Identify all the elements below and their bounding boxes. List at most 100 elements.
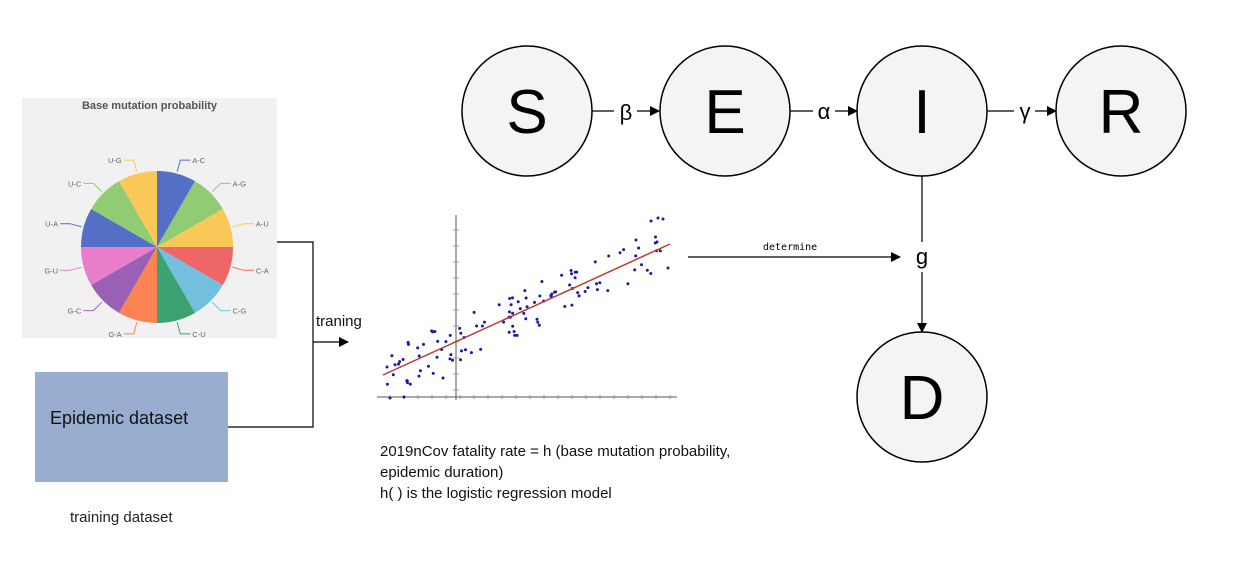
pie-leader-line (211, 182, 231, 193)
scatter-point (634, 238, 638, 242)
dataset-to-merge-connector (228, 342, 314, 428)
scatter-point (405, 379, 409, 383)
pie-leader-line (60, 266, 82, 271)
scatter-point (637, 246, 641, 250)
scatter-point (385, 382, 389, 386)
scatter-point (533, 300, 536, 304)
scatter-point (515, 333, 519, 337)
beta-label: β (620, 100, 633, 125)
scatter-point (575, 270, 579, 274)
scatter-point (441, 376, 445, 380)
scatter-point (666, 266, 670, 270)
pie-slice-label: G-C (68, 307, 82, 316)
scatter-point (483, 320, 486, 324)
pie-slice-u-c (91, 181, 157, 247)
regression-scatter-plot (377, 215, 677, 400)
scatter-point (513, 333, 517, 337)
scatter-point (511, 311, 515, 315)
scatter-point (607, 254, 611, 258)
scatter-point (568, 283, 572, 287)
scatter-point (385, 365, 389, 369)
pie-leader-line (211, 301, 231, 312)
scatter-point (479, 347, 483, 351)
pie-slice-label: U-G (108, 156, 122, 165)
scatter-point (427, 364, 430, 368)
node-i-label: I (913, 78, 930, 147)
pie-slice-label: A-G (233, 179, 247, 188)
scatter-point (449, 353, 453, 357)
training-label: traning (316, 313, 362, 330)
scatter-point (595, 282, 598, 286)
scatter-point (583, 290, 587, 293)
scatter-point (402, 395, 406, 399)
scatter-point (537, 323, 541, 327)
scatter-point (509, 303, 513, 307)
pie-slice-c-u (157, 247, 195, 323)
scatter-point (618, 251, 622, 255)
scatter-point (469, 351, 473, 355)
scatter-point (459, 358, 462, 362)
scatter-point (497, 303, 501, 307)
scatter-point (576, 291, 580, 295)
scatter-point (475, 324, 479, 328)
scatter-point (511, 324, 515, 328)
scatter-point (577, 294, 581, 298)
pie-slice-c-g (157, 247, 223, 313)
pie-to-merge-connector (277, 241, 314, 342)
scatter-point (622, 248, 626, 252)
pie-leader-line (232, 266, 254, 271)
scatter-point (658, 249, 662, 253)
scatter-point (480, 324, 484, 328)
scatter-point (508, 297, 512, 300)
scatter-point (570, 303, 574, 307)
node-s-label: S (506, 78, 547, 147)
pie-leader-line (123, 159, 138, 172)
pie-slice-a-c (157, 170, 195, 247)
training-dataset-caption: training dataset (70, 509, 173, 526)
g-label: g (916, 244, 928, 269)
pie-chart-title: Base mutation probability (81, 100, 218, 112)
node-e-label: E (704, 78, 745, 147)
pie-slice-label: C-A (256, 266, 269, 275)
pie-slice-label: C-G (233, 307, 247, 316)
scatter-point (416, 346, 420, 350)
pie-slice-label: U-C (68, 179, 82, 188)
scatter-point (563, 305, 567, 308)
scatter-point (595, 288, 599, 292)
scatter-point (573, 276, 577, 280)
scatter-point (538, 294, 542, 298)
scatter-point (458, 326, 462, 330)
formula-text: 2019nCov fatality rate = h (base mutatio… (380, 441, 800, 504)
pie-slice-label: G-A (108, 330, 121, 339)
pie-leader-line (123, 322, 138, 335)
scatter-point (512, 330, 516, 333)
scatter-point (560, 273, 564, 277)
scatter-point (391, 373, 395, 377)
pie-slice-u-a (81, 209, 157, 247)
scatter-point (408, 382, 412, 386)
scatter-point (649, 272, 653, 275)
pie-leader-line (176, 322, 191, 335)
scatter-point (535, 317, 539, 321)
node-r: R (1055, 45, 1187, 177)
scatter-point (417, 374, 421, 378)
pie-slice-g-a (119, 247, 157, 323)
pie-slice-label: G-U (44, 266, 58, 275)
scatter-point (511, 296, 514, 300)
scatter-point (459, 331, 463, 335)
scatter-point (464, 348, 467, 352)
scatter-point (553, 290, 557, 294)
scatter-point (593, 260, 597, 264)
pie-slice-label: A-C (192, 156, 206, 165)
scatter-point (524, 317, 528, 321)
scatter-point (634, 254, 638, 258)
pie-leader-line (176, 159, 191, 172)
node-d-label: D (900, 364, 945, 433)
scatter-point (448, 357, 452, 361)
scatter-point (417, 354, 421, 358)
scatter-point (407, 342, 410, 346)
scatter-point (422, 342, 425, 346)
scatter-point (536, 320, 540, 324)
scatter-point (418, 369, 422, 373)
pie-slice-label: C-U (192, 330, 205, 339)
